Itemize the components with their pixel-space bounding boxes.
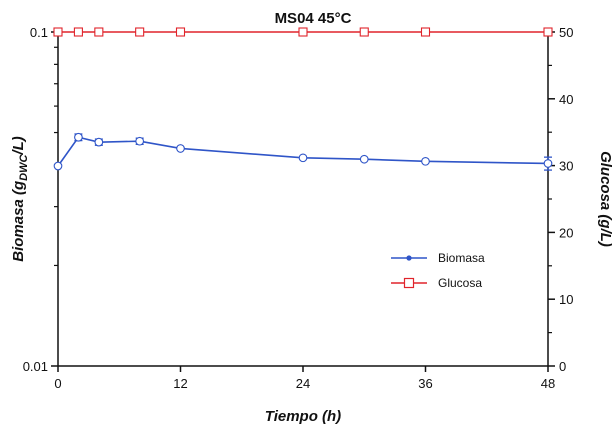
series-layer [53, 27, 553, 171]
legend: Biomasa Glucosa [391, 251, 485, 290]
data-point-biomasa [53, 161, 63, 171]
data-point-glucosa [73, 27, 83, 37]
legend-marker-glucosa [403, 277, 415, 289]
legend-marker-biomasa [406, 255, 412, 261]
x-tick-label: 0 [54, 376, 61, 391]
data-point-biomasa [94, 137, 104, 147]
left-axis-label-subscript: DWC [18, 154, 30, 181]
data-point-glucosa [543, 27, 553, 37]
data-point-biomasa [298, 153, 308, 163]
data-point-biomasa [176, 144, 185, 153]
right-tick-label: 50 [559, 25, 573, 40]
series-glucosa [53, 27, 553, 37]
data-point-glucosa [94, 27, 104, 37]
legend-item-glucosa: Glucosa [391, 276, 482, 290]
data-point-biomasa [74, 132, 83, 142]
right-tick-label: 0 [559, 359, 566, 374]
right-axis-label: Glucosa (g/L) [597, 151, 614, 247]
legend-label-glucosa: Glucosa [438, 276, 482, 290]
data-point-biomasa [359, 154, 369, 164]
right-tick-label: 10 [559, 292, 573, 307]
data-point-glucosa [359, 27, 369, 37]
data-point-glucosa [175, 27, 186, 37]
left-tick-label: 0.01 [23, 359, 48, 374]
data-point-biomasa [543, 159, 553, 168]
right-tick-label: 40 [559, 92, 573, 107]
right-axis-ticks: 0 10 20 30 40 50 [548, 25, 573, 374]
data-point-biomasa [135, 136, 145, 146]
legend-item-biomasa: Biomasa [391, 251, 485, 265]
data-point-biomasa [421, 156, 430, 166]
x-axis-label: Tiempo (h) [265, 408, 341, 425]
x-axis-ticks: 0 12 24 36 48 [54, 366, 555, 391]
legend-label-biomasa: Biomasa [438, 251, 485, 265]
right-tick-label: 20 [559, 225, 573, 240]
left-tick-label: 0.1 [30, 25, 48, 40]
data-point-glucosa [298, 27, 308, 37]
left-axis-ticks: 0.01 0.1 [23, 25, 58, 374]
x-tick-label: 48 [541, 376, 555, 391]
series-biomasa [53, 132, 553, 171]
x-tick-label: 12 [173, 376, 187, 391]
right-tick-label: 30 [559, 159, 573, 174]
data-point-glucosa [53, 27, 63, 37]
plot-area [57, 32, 549, 367]
left-axis-label: Biomasa (gDWC/L) [10, 136, 30, 261]
data-point-glucosa [135, 27, 145, 37]
data-point-glucosa [420, 27, 431, 37]
x-tick-label: 24 [296, 376, 310, 391]
left-axis-label-tail: /L) [10, 136, 27, 155]
left-axis-label-main: Biomasa (g [10, 181, 27, 262]
x-tick-label: 36 [418, 376, 432, 391]
chart-title: MS04 45°C [275, 10, 352, 27]
